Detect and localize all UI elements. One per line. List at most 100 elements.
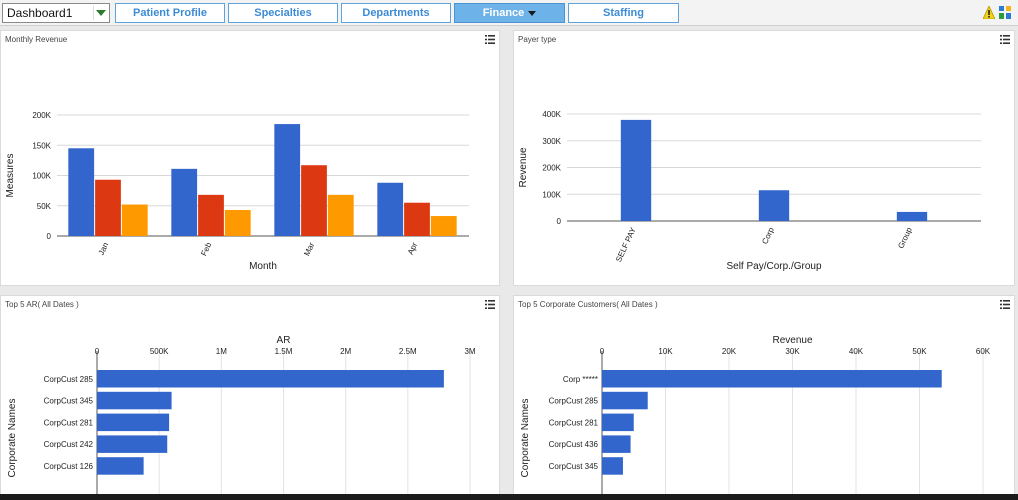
bar bbox=[97, 370, 444, 388]
y-tick-label: CorpCust 285 bbox=[549, 397, 599, 406]
x-tick-label: 500K bbox=[150, 347, 169, 356]
bottom-bar bbox=[0, 494, 1018, 500]
y-tick-label: Corp ***** bbox=[563, 375, 598, 384]
x-tick-label: 20K bbox=[722, 347, 737, 356]
dashboard-select[interactable]: Dashboard1 bbox=[2, 3, 110, 23]
x-tick-label: 1M bbox=[216, 347, 227, 356]
y-tick-label: CorpCust 345 bbox=[549, 462, 599, 471]
panel-payer-type: Payer type 0 100K 200K 300K 400K SELF PAY Corp… bbox=[513, 30, 1015, 286]
dashboard-select-value: Dashboard1 bbox=[7, 6, 73, 20]
x-tick-label: Corp bbox=[760, 226, 776, 246]
bar bbox=[896, 211, 928, 221]
panel-top5-corporate: Top 5 Corporate Customers( All Dates ) R… bbox=[513, 295, 1015, 500]
bar bbox=[602, 413, 634, 432]
tab-staffing[interactable]: Staffing bbox=[568, 3, 679, 23]
x-tick-label: 0 bbox=[95, 347, 100, 356]
x-tick-label: Apr bbox=[406, 241, 420, 256]
x-tick-label: 30K bbox=[785, 347, 800, 356]
y-axis-label: Revenue bbox=[518, 147, 529, 187]
y-tick-label: CorpCust 436 bbox=[549, 440, 599, 449]
bar bbox=[430, 216, 457, 236]
y-tick-label: 200K bbox=[32, 111, 51, 120]
x-tick-label: SELF PAY bbox=[614, 225, 638, 263]
chart-title: AR bbox=[277, 335, 291, 346]
chart-top5-ar: AR 0 500K 1M 1.5M 2M 2.5M 3M CorpCust 285 CorpCus… bbox=[7, 335, 476, 500]
y-tick-label: CorpCust 126 bbox=[44, 462, 94, 471]
chart-title: Revenue bbox=[772, 335, 812, 346]
bar bbox=[97, 391, 172, 410]
bar bbox=[602, 457, 623, 475]
x-tick-label: 40K bbox=[849, 347, 864, 356]
alert-icon[interactable] bbox=[983, 6, 995, 19]
bar bbox=[327, 194, 354, 236]
y-tick-label: CorpCust 242 bbox=[44, 440, 94, 449]
x-tick-label: 2.5M bbox=[399, 347, 417, 356]
top-toolbar: Dashboard1 Patient Profile Specialties D… bbox=[0, 0, 1018, 26]
list-menu-icon[interactable] bbox=[1000, 300, 1010, 309]
bar bbox=[224, 209, 251, 236]
list-menu-icon[interactable] bbox=[485, 35, 495, 44]
y-tick-label: 400K bbox=[542, 110, 561, 119]
y-tick-label: CorpCust 285 bbox=[44, 375, 94, 384]
panel-title: Top 5 AR( All Dates ) bbox=[5, 300, 79, 309]
list-menu-icon[interactable] bbox=[1000, 35, 1010, 44]
x-tick-label: 50K bbox=[912, 347, 927, 356]
y-tick-label: 200K bbox=[542, 164, 561, 173]
y-tick-label: 0 bbox=[47, 232, 52, 241]
bar bbox=[301, 165, 327, 236]
bar bbox=[198, 194, 224, 236]
y-tick-label: 300K bbox=[542, 137, 561, 146]
tab-label: Departments bbox=[362, 7, 430, 19]
y-tick-label: 0 bbox=[557, 217, 562, 226]
bar bbox=[97, 435, 168, 453]
x-axis-label: Self Pay/Corp./Group bbox=[726, 261, 821, 272]
tab-label: Specialties bbox=[254, 7, 312, 19]
bar bbox=[758, 190, 790, 221]
bar bbox=[95, 179, 121, 236]
bar bbox=[68, 148, 95, 236]
x-tick-label: Jan bbox=[97, 241, 111, 257]
bar bbox=[602, 435, 631, 453]
panel-title: Monthly Revenue bbox=[5, 35, 68, 44]
y-tick-label: CorpCust 345 bbox=[44, 397, 94, 406]
tab-label: Finance bbox=[482, 7, 525, 19]
caret-down-icon bbox=[528, 10, 537, 16]
x-tick-label: 3M bbox=[464, 347, 475, 356]
tab-patient-profile[interactable]: Patient Profile bbox=[115, 3, 225, 23]
bar bbox=[602, 391, 648, 410]
x-tick-label: 0 bbox=[600, 347, 605, 356]
x-tick-label: Group bbox=[896, 226, 914, 250]
bar bbox=[121, 204, 148, 236]
bar bbox=[602, 370, 942, 388]
y-tick-label: CorpCust 281 bbox=[549, 418, 599, 427]
tab-finance[interactable]: Finance bbox=[454, 3, 565, 23]
x-tick-label: Feb bbox=[199, 241, 213, 258]
layout-grid-icon[interactable] bbox=[999, 6, 1011, 19]
tab-label: Staffing bbox=[603, 7, 644, 19]
chart-monthly-revenue: 0 50K 100K 150K 200K Jan Feb Mar Apr Month Measure… bbox=[5, 111, 469, 272]
bar bbox=[97, 457, 144, 475]
bar bbox=[274, 124, 301, 236]
list-menu-icon[interactable] bbox=[485, 300, 495, 309]
x-tick-label: 1.5M bbox=[275, 347, 293, 356]
tab-label: Patient Profile bbox=[133, 7, 207, 19]
bar bbox=[171, 168, 198, 236]
y-tick-label: CorpCust 281 bbox=[44, 418, 94, 427]
panel-title: Payer type bbox=[518, 35, 557, 44]
chart-top5-corporate: Revenue 0 10K 20K 30K 40K 50K 60K Corp ***** Corp… bbox=[520, 335, 991, 500]
x-tick-label: Mar bbox=[302, 241, 316, 258]
x-axis-label: Month bbox=[249, 261, 277, 272]
x-tick-label: 2M bbox=[340, 347, 351, 356]
tab-specialties[interactable]: Specialties bbox=[228, 3, 338, 23]
y-axis-label: Corporate Names bbox=[520, 399, 531, 478]
bar bbox=[377, 182, 404, 236]
x-tick-label: 60K bbox=[976, 347, 991, 356]
dropdown-arrow-icon[interactable] bbox=[93, 6, 107, 20]
x-tick-label: 10K bbox=[658, 347, 673, 356]
y-tick-label: 100K bbox=[542, 190, 561, 199]
panel-title: Top 5 Corporate Customers( All Dates ) bbox=[518, 300, 658, 309]
tab-departments[interactable]: Departments bbox=[341, 3, 451, 23]
y-tick-label: 50K bbox=[37, 202, 52, 211]
panel-monthly-revenue: Monthly Revenue 0 50K 100K 150K 200K Jan Feb Ma… bbox=[0, 30, 500, 286]
chart-payer-type: 0 100K 200K 300K 400K SELF PAY Corp Group Self P… bbox=[518, 110, 981, 272]
